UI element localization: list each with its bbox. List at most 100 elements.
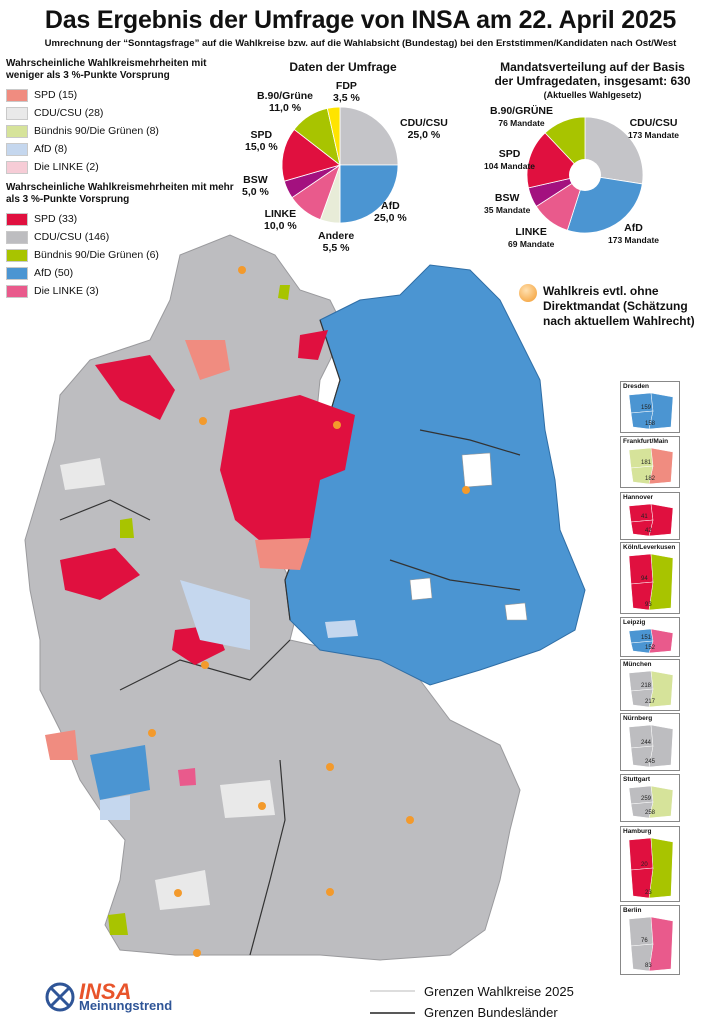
seats-label-spd: SPD 104 Mandate — [484, 148, 536, 171]
survey-label-cdu: CDU/CSU 25,0 % — [400, 117, 448, 141]
logo-brand: INSA — [79, 979, 132, 1004]
inset-name: Köln/Leverkusen — [623, 544, 676, 551]
no-mandate-markers — [148, 266, 470, 957]
legend-swatch — [6, 88, 28, 102]
inset-hannover: Hannover 41 42 — [620, 492, 680, 540]
inset-map: 259 258 — [628, 785, 674, 819]
legend-swatch — [6, 248, 28, 262]
legend-label: Bündnis 90/Die Grünen (8) — [34, 125, 159, 137]
svg-text:258: 258 — [645, 810, 656, 816]
legend-item: AfD (8) — [6, 140, 236, 158]
inset-n-rnberg: Nürnberg 244 245 — [620, 713, 680, 771]
border-legend-lines — [370, 990, 415, 1014]
svg-text:20: 20 — [641, 862, 648, 868]
legend-label: AfD (8) — [34, 143, 68, 155]
legend-swatch — [6, 230, 28, 244]
legend-swatch — [6, 124, 28, 138]
spd-ruhr — [60, 548, 140, 600]
survey-label-afd: AfD 25,0 % — [374, 200, 407, 224]
survey-label-greens: B.90/Grüne 11,0 % — [257, 90, 314, 114]
inset-name: Dresden — [623, 383, 650, 390]
pie-slice-afd — [339, 164, 399, 224]
inset-frankfurt-main: Frankfurt/Main 181 182 — [620, 436, 680, 488]
inset-berlin: Berlin 76 83 — [620, 905, 680, 975]
afd-weak-east — [325, 620, 358, 638]
spd-kiel — [298, 330, 328, 360]
svg-text:217: 217 — [645, 699, 656, 705]
page-subtitle: Umrechnung der “Sonntagsfrage” auf die W… — [44, 38, 677, 49]
svg-text:151: 151 — [641, 635, 652, 641]
inset-map: 244 245 — [628, 724, 674, 768]
inset-m-nchen: München 218 217 — [620, 659, 680, 711]
spd-north — [185, 340, 230, 380]
survey-label-bsw: BSW 5,0 % — [242, 174, 269, 198]
greens-freiburg — [108, 913, 128, 935]
legend-item: CDU/CSU (146) — [6, 228, 236, 246]
svg-text:93: 93 — [645, 602, 652, 608]
legend-label: Bündnis 90/Die Grünen (6) — [34, 249, 159, 261]
pie-slice-b-90-gr-ne — [544, 116, 586, 177]
spd-weak-west — [45, 730, 78, 760]
legend-swatch — [6, 106, 28, 120]
legend-group1-title: Wahrscheinliche Wahlkreismehrheiten mit … — [6, 58, 207, 81]
orange-dot-icon — [519, 284, 537, 302]
svg-text:158: 158 — [645, 421, 656, 427]
svg-text:42: 42 — [645, 528, 652, 534]
afd-weak-hessen — [180, 580, 250, 650]
inset-map: 159 158 — [628, 392, 674, 430]
legend-swatch — [6, 284, 28, 298]
insa-logo-icon — [45, 982, 75, 1012]
afd-weak-bw — [100, 795, 130, 820]
legend: Wahrscheinliche Wahlkreismehrheiten mit … — [6, 58, 236, 300]
svg-text:83: 83 — [645, 963, 652, 969]
inset-name: Berlin — [623, 907, 642, 914]
pie-slice-spd — [281, 128, 341, 182]
svg-text:159: 159 — [641, 405, 652, 411]
inset-map: 20 23 — [628, 837, 674, 899]
inset-map: 76 83 — [628, 916, 674, 972]
seats-pie-title: Mandatsverteilung auf der Basis der Umfr… — [494, 60, 691, 100]
pie-slice-cdu-csu — [584, 116, 644, 185]
svg-text:244: 244 — [641, 740, 652, 746]
svg-text:41: 41 — [641, 514, 648, 520]
pie-slice-fdp — [326, 106, 341, 166]
legend-constituency-borders: Grenzen Wahlkreise 2025 — [424, 984, 574, 999]
legend-group2-title: Wahrscheinliche Wahlkreismehrheiten mit … — [6, 182, 234, 205]
svg-text:152: 152 — [645, 645, 656, 651]
inset-k-ln-leverkusen: Köln/Leverkusen 94 93 — [620, 542, 680, 614]
insa-logo: INSA Meinungstrend — [45, 979, 215, 1020]
inset-map: 218 217 — [628, 670, 674, 708]
legend-item: AfD (50) — [6, 264, 236, 282]
donut-hole — [569, 159, 601, 191]
cdu-weak-1 — [60, 458, 105, 490]
legend-swatch — [6, 160, 28, 174]
inset-name: Hamburg — [623, 828, 652, 835]
no-mandate-note: Wahlkreis evtl. ohne Direktmandat (Schät… — [519, 284, 711, 329]
legend-item: Bündnis 90/Die Grünen (6) — [6, 246, 236, 264]
legend-item: SPD (15) — [6, 86, 236, 104]
svg-text:218: 218 — [641, 683, 652, 689]
cdu-weak-2 — [220, 780, 275, 818]
east-white-1 — [461, 452, 493, 488]
survey-label-linke: LINKE 10,0 % — [264, 208, 297, 232]
page-title: Das Ergebnis der Umfrage von INSA am 22.… — [44, 6, 677, 34]
legend-label: AfD (50) — [34, 267, 74, 279]
survey-label-spd: SPD 15,0 % — [245, 129, 278, 153]
legend-group1: SPD (15) CDU/CSU (28) Bündnis 90/Die Grüne… — [6, 86, 236, 176]
greens-schleswig — [278, 285, 290, 300]
inset-leipzig: Leipzig 151 152 — [620, 617, 680, 657]
legend-label: CDU/CSU (146) — [34, 231, 110, 243]
legend-item: Die LINKE (2) — [6, 158, 236, 176]
legend-label: CDU/CSU (28) — [34, 107, 104, 119]
inset-name: Hannover — [623, 494, 653, 501]
inset-map: 181 182 — [628, 447, 674, 485]
survey-pie-title: Daten der Umfrage — [289, 60, 397, 74]
afd-palatinate — [90, 745, 150, 800]
legend-swatch — [6, 212, 28, 226]
legend-swatch — [6, 142, 28, 156]
legend-state-borders: Grenzen Bundesländer — [424, 1005, 558, 1020]
legend-item: Die LINKE (3) — [6, 282, 236, 300]
legend-item: SPD (33) — [6, 210, 236, 228]
inset-map: 151 152 — [628, 628, 674, 654]
